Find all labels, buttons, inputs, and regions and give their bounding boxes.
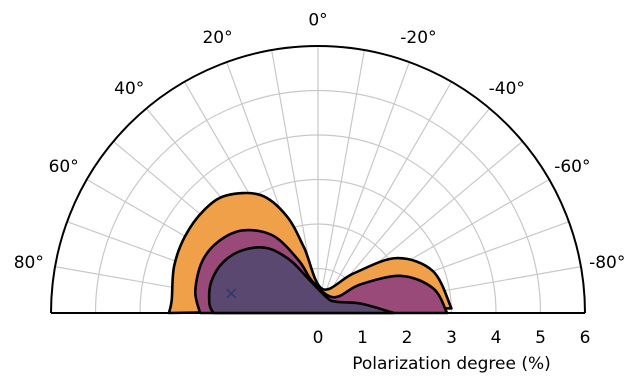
radial-tick-label: 6 <box>580 328 591 348</box>
radial-tick-label: 3 <box>446 328 457 348</box>
angular-tick-label: -80° <box>589 253 625 273</box>
contour-regions <box>169 193 452 313</box>
angular-tick-label: 80° <box>14 253 44 273</box>
peak-marker-symbol: × <box>224 283 239 304</box>
angular-tick-label: 0° <box>308 10 327 30</box>
radial-tick-label: 2 <box>402 328 413 348</box>
x-axis-label: Polarization degree (%) <box>352 354 551 374</box>
peak-marker: × <box>224 283 239 304</box>
angular-tick-label: 40° <box>114 79 144 99</box>
angular-tick-labels: 0° 20° -20° 40° -40° 60° -60° 80° -80° <box>14 10 626 273</box>
angular-tick-label: 20° <box>202 28 232 48</box>
radial-tick-label: 0 <box>313 328 324 348</box>
radial-tick-label: 4 <box>491 328 502 348</box>
angular-tick-label: -40° <box>489 79 525 99</box>
radial-tick-label: 1 <box>357 328 368 348</box>
angular-tick-label: -20° <box>400 28 436 48</box>
radial-tick-label: 5 <box>535 328 546 348</box>
angular-tick-label: 60° <box>49 157 79 177</box>
angular-tick-label: -60° <box>554 157 590 177</box>
radial-tick-labels: 0 1 2 3 4 5 6 <box>313 328 591 348</box>
